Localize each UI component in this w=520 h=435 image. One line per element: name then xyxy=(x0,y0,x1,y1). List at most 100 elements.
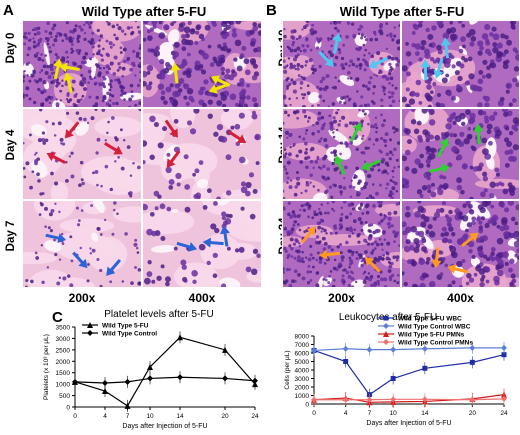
data-point xyxy=(342,396,349,403)
panel-a-row-label-3: Day 7 xyxy=(5,220,17,252)
legend-entry-2: Wild Type Control xyxy=(82,330,157,337)
x-tick-label: 10 xyxy=(390,410,398,417)
x-tick-label: 14 xyxy=(176,413,184,420)
y-tick-label: 1000 xyxy=(56,382,71,389)
y-tick-label: 3000 xyxy=(295,376,310,383)
micrograph-a-day0-200x xyxy=(22,20,142,108)
data-point xyxy=(390,376,396,381)
arrow-marker xyxy=(170,62,181,84)
data-point xyxy=(366,396,373,403)
data-point xyxy=(311,347,317,354)
arrow-marker xyxy=(318,50,334,67)
data-point xyxy=(421,345,428,352)
arrow-marker xyxy=(440,37,451,59)
series-2 xyxy=(311,341,507,357)
panel-a-letter: A xyxy=(3,2,14,19)
y-tick-label: 2500 xyxy=(56,347,71,354)
data-point xyxy=(501,352,507,358)
legend-entry-2: Wild Type Control WBC xyxy=(378,323,471,330)
legend-label: Wild Type Control xyxy=(102,330,157,337)
arrow-marker xyxy=(64,121,80,139)
panel-b-mag-400x: 400x xyxy=(447,291,474,305)
data-point xyxy=(102,380,108,386)
y-tick-label: 6000 xyxy=(295,351,310,358)
x-tick-label: 24 xyxy=(500,410,508,417)
y-tick-label: 2000 xyxy=(295,385,310,392)
legend-marker xyxy=(383,316,389,321)
data-point xyxy=(469,344,476,351)
y-tick-label: 2000 xyxy=(56,359,71,366)
x-tick-label: 7 xyxy=(126,413,130,420)
arrow-marker xyxy=(364,256,381,273)
panel-a-row-label-2: Day 4 xyxy=(5,129,17,161)
panel-b-title: Wild Type after 5-FU xyxy=(339,4,465,19)
arrow-marker xyxy=(361,159,381,171)
arrow-marker xyxy=(350,122,362,142)
data-point xyxy=(147,364,153,370)
y-tick-label: 1500 xyxy=(56,370,71,377)
data-point xyxy=(102,388,108,394)
arrow-marker xyxy=(431,247,442,269)
y-tick-label: 1000 xyxy=(295,393,310,400)
arrow-marker xyxy=(447,263,468,274)
y-tick-label: 500 xyxy=(59,393,70,400)
panel-b-letter: B xyxy=(266,2,277,19)
arrow-marker xyxy=(227,130,247,143)
arrow-marker xyxy=(220,225,230,247)
data-point xyxy=(501,344,507,351)
data-point xyxy=(366,346,373,353)
series-line xyxy=(74,336,256,407)
x-tick-label: 14 xyxy=(421,410,429,417)
legend-marker xyxy=(87,330,93,336)
arrow-marker xyxy=(176,241,198,252)
data-point xyxy=(177,374,183,381)
arrow-marker xyxy=(334,155,346,176)
x-tick-label: 24 xyxy=(251,413,259,420)
legend-entry-3: Wild Type 5-FU PMNs xyxy=(378,331,465,338)
x-tick-label: 4 xyxy=(344,410,348,417)
panel-b-mag-200x: 200x xyxy=(328,291,355,305)
panel-a-row-label-1: Day 0 xyxy=(5,32,17,64)
arrow-marker xyxy=(58,62,80,73)
legend-marker xyxy=(383,331,389,337)
y-tick-label: 5000 xyxy=(295,359,310,366)
data-point xyxy=(124,402,131,409)
arrow-marker xyxy=(164,119,178,138)
series-line xyxy=(313,349,505,396)
data-point xyxy=(390,346,397,353)
panel-c-letter: C xyxy=(52,309,63,326)
arrow-marker xyxy=(63,72,74,93)
micrograph-b-day24-400x xyxy=(401,200,520,288)
micrograph-a-day7-200x xyxy=(22,200,142,288)
platelet-chart-title: Platelet levels after 5-FU xyxy=(104,309,214,320)
x-axis-label: Days after Injection of 5-FU xyxy=(122,423,207,430)
panel-a-title: Wild Type after 5-FU xyxy=(81,4,207,19)
x-tick-label: 10 xyxy=(146,413,154,420)
y-axis-label: Platelets (x 10³ per μL) xyxy=(43,334,50,400)
series-1 xyxy=(311,344,507,401)
arrow-marker xyxy=(319,249,341,260)
micrograph-b-day24-200x xyxy=(282,200,401,288)
data-point xyxy=(72,378,78,385)
micrograph-b-day10-200x xyxy=(282,20,401,108)
arrow-marker xyxy=(420,59,431,81)
arrow-marker xyxy=(72,251,88,269)
data-point xyxy=(342,345,349,352)
y-tick-label: 0 xyxy=(66,405,70,412)
x-tick-label: 0 xyxy=(312,410,316,417)
arrow-marker xyxy=(368,56,389,69)
x-tick-label: 7 xyxy=(368,410,372,417)
y-tick-label: 8000 xyxy=(295,334,310,341)
series-line xyxy=(74,376,256,384)
series-4 xyxy=(311,392,507,406)
data-point xyxy=(390,396,397,403)
arrow-marker xyxy=(332,32,342,54)
legend-label: Wild Type 5-FU xyxy=(102,322,149,329)
data-point xyxy=(469,396,476,403)
x-axis-label: Days after Injection of 5-FU xyxy=(366,420,451,427)
data-point xyxy=(422,365,428,371)
data-point xyxy=(501,395,507,402)
micrograph-a-day0-400x xyxy=(142,20,262,108)
data-point xyxy=(252,377,258,384)
